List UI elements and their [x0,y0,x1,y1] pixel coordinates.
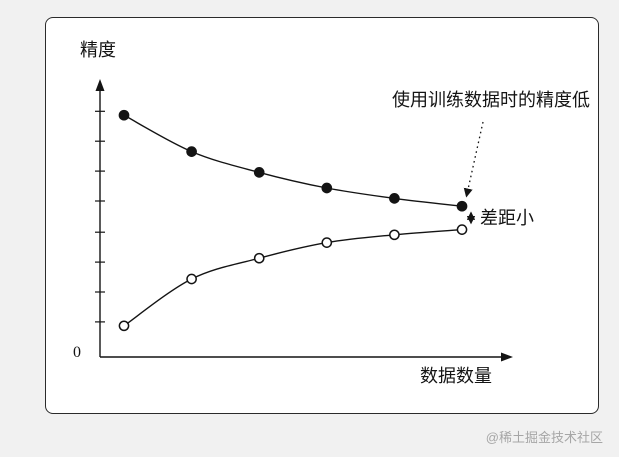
figure-box: 精度 0 数据数量 使用训练数据时的精度低 差距小 [45,17,599,414]
origin-label: 0 [73,344,81,361]
annotation-gap-small: 差距小 [480,208,534,228]
watermark: @稀土掘金技术社区 [485,430,603,445]
annotation-arrows [463,121,484,225]
x-axis-label: 数据数量 [420,366,492,386]
y-axis-label: 精度 [80,40,116,60]
axes [95,79,513,362]
chart-canvas [95,79,513,362]
series-curves [118,109,468,332]
annotation-training-accuracy: 使用训练数据时的精度低 [392,90,590,110]
